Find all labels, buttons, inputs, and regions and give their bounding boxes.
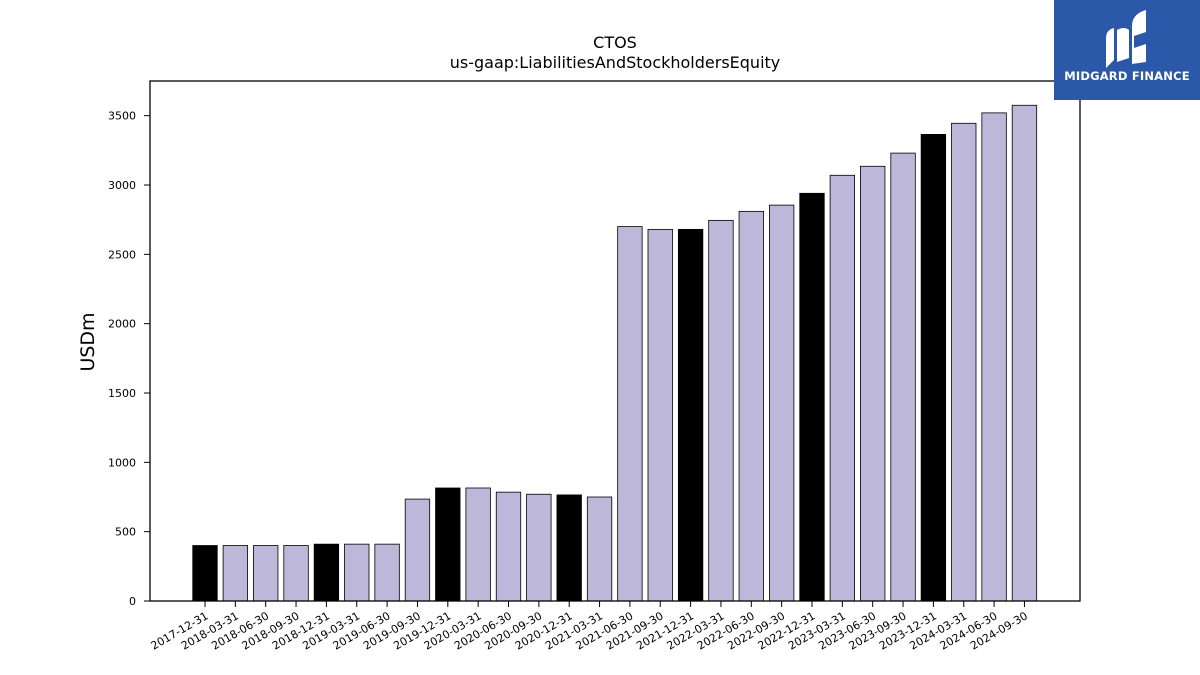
bar-2020-09-30 [526, 493, 552, 602]
bar-2024-09-30 [1011, 104, 1038, 602]
bar-2020-06-30 [495, 491, 522, 602]
bars-group [192, 104, 1038, 602]
bar-2023-12-31 [920, 133, 947, 602]
bar-2023-03-31 [829, 174, 855, 602]
bar-2021-09-30 [647, 228, 673, 602]
bar-2022-06-30 [738, 210, 764, 602]
bar-2018-03-31 [222, 545, 249, 602]
bar-2019-03-31 [344, 543, 370, 602]
bar-2021-06-30 [617, 226, 643, 602]
bar-2018-12-31 [313, 543, 340, 602]
y-axis-label: USDm [77, 312, 99, 371]
plot-frame [149, 80, 1081, 602]
bar-2017-12-31 [192, 545, 218, 602]
bar-2018-06-30 [253, 545, 279, 602]
bar-2020-12-31 [556, 494, 582, 602]
logo-text: MIDGARD FINANCE [1064, 69, 1190, 83]
y-tick-label: 0 [129, 595, 136, 608]
y-axis-ticks: 0 500 1000 1500 2000 2500 3000 3500 [108, 110, 150, 608]
bar-2019-06-30 [374, 543, 400, 602]
bar-2024-03-31 [951, 122, 977, 602]
midgard-logo-icon [1106, 10, 1146, 68]
x-axis-ticks: 2017-12-312018-03-312018-06-302018-09-30… [149, 601, 1030, 653]
bar-2018-09-30 [283, 545, 309, 602]
bar-2019-09-30 [404, 498, 431, 602]
y-tick-label: 2000 [108, 318, 136, 331]
y-tick-label: 3000 [108, 179, 136, 192]
bar-2021-03-31 [586, 496, 613, 602]
bar-2024-06-30 [981, 112, 1007, 602]
y-tick-label: 3500 [108, 110, 136, 123]
y-tick-label: 1500 [108, 387, 136, 400]
bar-2020-03-31 [465, 487, 491, 602]
bar-2022-09-30 [769, 204, 795, 602]
bar-2021-12-31 [677, 228, 704, 602]
midgard-finance-logo: MIDGARD FINANCE [1054, 0, 1200, 100]
bar-2022-12-31 [799, 192, 825, 602]
y-tick-label: 500 [115, 526, 136, 539]
chart-subtitle: us-gaap:LiabilitiesAndStockholdersEquity [450, 53, 781, 72]
y-tick-label: 1000 [108, 456, 136, 469]
chart-title: CTOS [593, 33, 637, 52]
bar-2023-06-30 [860, 165, 886, 602]
bar-2023-09-30 [890, 152, 916, 602]
y-tick-label: 2500 [108, 248, 136, 261]
bar-2022-03-31 [708, 219, 734, 602]
bar-2019-12-31 [435, 487, 461, 602]
